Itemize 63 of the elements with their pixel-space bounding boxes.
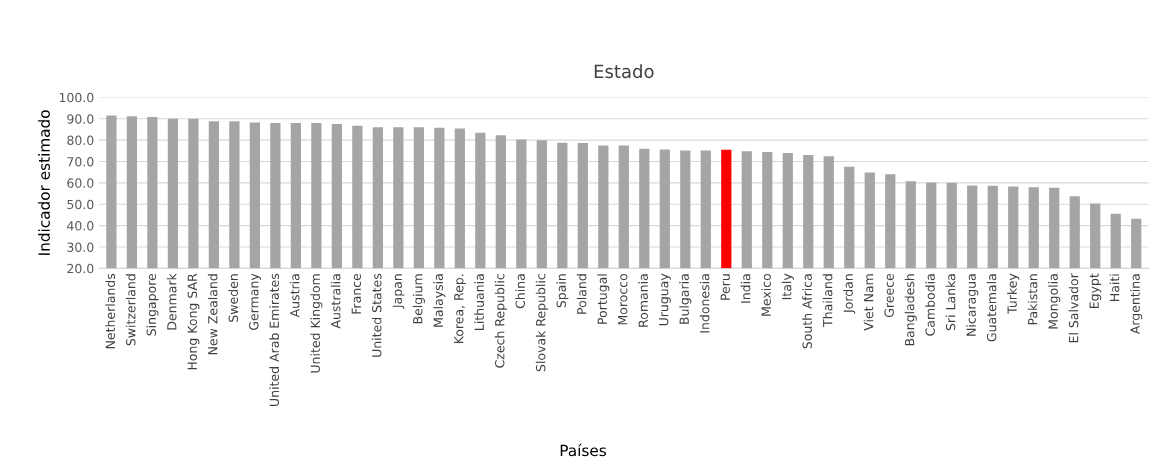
x-tick-label: Spain [556,274,569,308]
x-tick-label: Egypt [1089,273,1102,309]
x-tick-label: El Salvador [1068,273,1079,343]
y-axis-title: Indicador estimado [38,110,50,255]
x-tick-label: Slovak Republic [535,274,548,372]
x-tick-label: United Kingdom [310,274,323,373]
x-tick-label: Pakistan [1027,274,1038,325]
x-tick-label: Morocco [618,273,628,325]
y-tick-label: 30.0 [67,242,94,252]
x-tick-label: Singapore [146,273,159,336]
y-tick-label: 60.0 [67,178,94,188]
x-tick-label: Cambodia [925,274,935,336]
x-tick-label: Netherlands [105,273,116,349]
x-tick-label: Peru [720,274,730,300]
y-tick-label: 90.0 [67,114,94,124]
x-tick-label: Austria [289,274,300,318]
x-tick-label: Sweden [228,274,239,322]
x-tick-label: China [515,274,525,309]
x-tick-label: United Arab Emirates [269,273,279,406]
x-tick-label: Uruguay [659,273,671,326]
x-tick-label: New Zealand [207,274,218,355]
x-tick-label: Germany [249,273,261,330]
y-tick-label: 50.0 [67,199,94,210]
x-tick-label: Korea, Rep. [454,274,466,344]
x-tick-label: United States [371,273,382,357]
x-tick-label: Sri Lanka [945,274,956,331]
x-tick-label: South Africa [802,274,812,349]
x-tick-label: Haiti [1109,274,1120,301]
x-tick-label: Nicaragua [966,274,979,336]
x-tick-label: Belgium [412,274,425,324]
y-tick-label: 100.0 [59,92,94,103]
x-tick-label: Australia [330,274,341,329]
x-tick-label: Italy [781,273,794,300]
x-tick-label: Czech Republic [494,274,507,368]
y-tick-label: 40.0 [67,221,94,231]
x-tick-label: Jordan [843,274,856,314]
x-tick-label: Thailand [822,274,833,327]
x-tick-label: Mongolia [1048,274,1061,329]
y-tick-label: 20.0 [67,263,94,274]
x-tick-label: Turkey [1007,273,1020,314]
x-tick-label: France [351,273,361,314]
x-tick-label: Bulgaria [679,274,692,324]
x-tick-label: Portugal [597,274,610,324]
x-tick-label: India [740,274,751,303]
x-tick-label: Argentina [1130,274,1143,335]
x-tick-label: Malaysia [433,274,446,327]
x-tick-label: Switzerland [125,274,136,346]
x-tick-label: Poland [576,274,587,314]
chart-title: Estado [594,64,654,79]
x-tick-label: Greece [884,273,894,318]
x-tick-label: Bangladesh [904,274,917,346]
x-tick-label: Hong Kong SAR [187,273,200,370]
x-tick-label: Denmark [166,273,177,330]
x-tick-label: Viet Nam [863,274,874,331]
x-tick-label: Romania [638,274,648,327]
y-tick-label: 80.0 [67,135,94,146]
x-axis-title: Países [560,443,606,457]
x-tick-label: Guatemala [986,274,997,342]
x-tick-label: Lithuania [474,274,484,330]
x-tick-label: Japan [392,274,405,309]
y-tick-label: 70.0 [67,156,94,167]
x-tick-label: Indonesia [699,274,710,333]
x-tick-label: Mexico [761,273,771,316]
